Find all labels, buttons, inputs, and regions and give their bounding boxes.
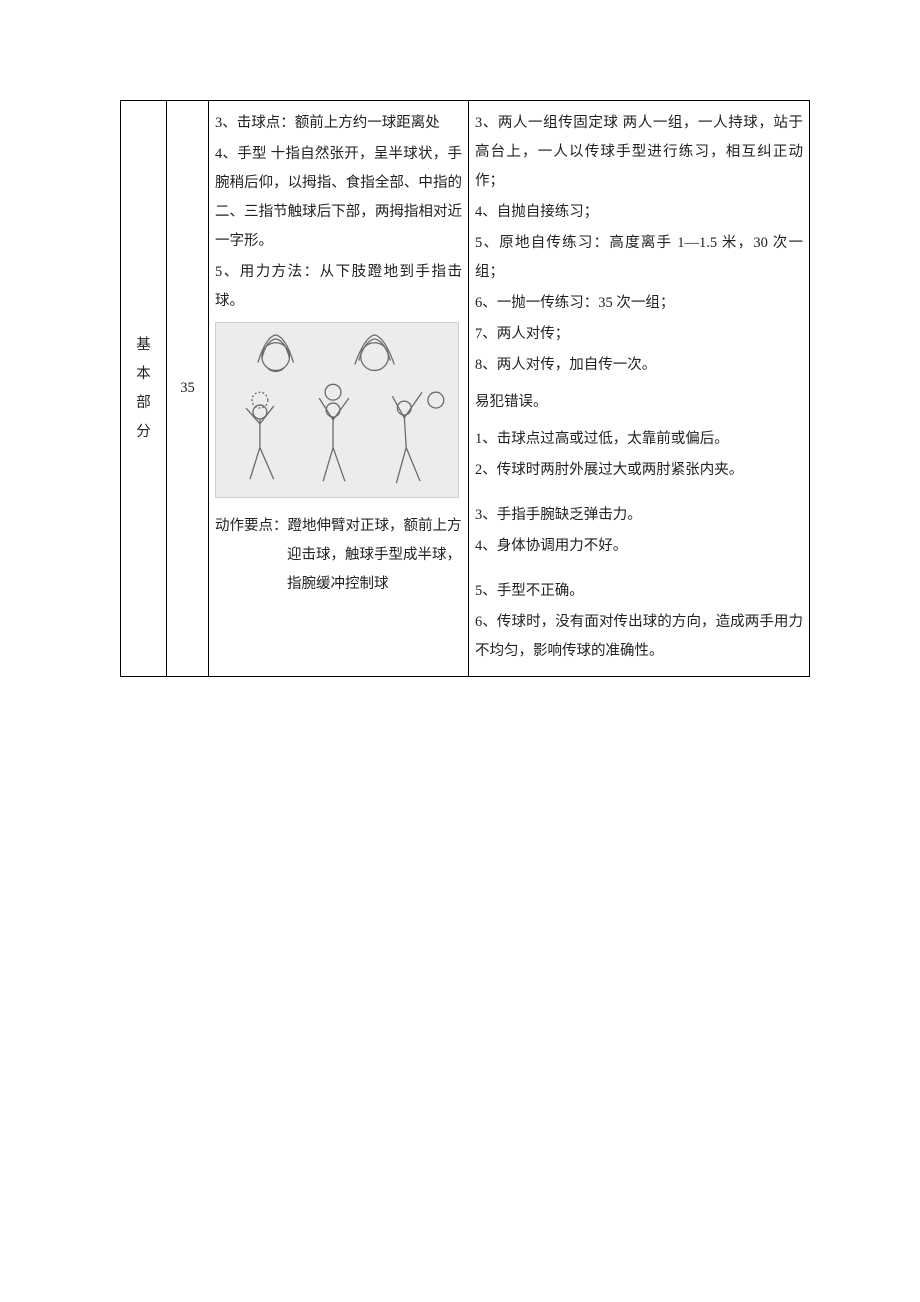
- lesson-table: 基 本 部 分 35 3、击球点：额前上方约一球距离处 4、手型 十指自然张开，…: [120, 100, 810, 677]
- key-point-label: 动作要点：: [215, 518, 288, 534]
- time-value: 35: [180, 380, 195, 396]
- player-figure: [246, 392, 274, 479]
- content-points: 3、击球点：额前上方约一球距离处 4、手型 十指自然张开，呈半球状，手腕稍后仰，…: [215, 109, 462, 316]
- section-label: 基 本 部 分: [127, 331, 160, 447]
- player-figure: [319, 384, 349, 481]
- label-char: 本: [127, 360, 160, 389]
- content-cell: 3、击球点：额前上方约一球距离处 4、手型 十指自然张开，呈半球状，手腕稍后仰，…: [209, 101, 469, 677]
- spacer: [475, 487, 803, 501]
- label-char: 部: [127, 389, 160, 418]
- error-item: 5、手型不正确。: [475, 577, 803, 606]
- section-label-cell: 基 本 部 分: [121, 101, 167, 677]
- error-item: 1、击球点过高或过低，太靠前或偏后。: [475, 425, 803, 454]
- table-row: 基 本 部 分 35 3、击球点：额前上方约一球距离处 4、手型 十指自然张开，…: [121, 101, 810, 677]
- errors-heading: 易犯错误。: [475, 388, 803, 417]
- practice-item: 7、两人对传；: [475, 320, 803, 349]
- practice-item: 4、自抛自接练习；: [475, 198, 803, 227]
- key-point: 动作要点：蹬地伸臂对正球，额前上方迎击球，触球手型成半球，指腕缓冲控制球: [215, 512, 462, 599]
- document-page: 基 本 部 分 35 3、击球点：额前上方约一球距离处 4、手型 十指自然张开，…: [0, 0, 920, 677]
- technique-illustration: [215, 322, 459, 498]
- content-point: 3、击球点：额前上方约一球距离处: [215, 109, 462, 138]
- volleyball-pass-figure-icon: [216, 323, 458, 497]
- notes-cell: 3、两人一组传固定球 两人一组，一人持球，站于高台上，一人以传球手型进行练习，相…: [469, 101, 810, 677]
- practice-item: 3、两人一组传固定球 两人一组，一人持球，站于高台上，一人以传球手型进行练习，相…: [475, 109, 803, 196]
- time-cell: 35: [167, 101, 209, 677]
- practice-item: 5、原地自传练习：高度离手 1—1.5 米，30 次一组；: [475, 229, 803, 287]
- content-point: 5、用力方法：从下肢蹬地到手指击球。: [215, 258, 462, 316]
- error-item: 6、传球时，没有面对传出球的方向，造成两手用力不均匀，影响传球的准确性。: [475, 608, 803, 666]
- error-item: 4、身体协调用力不好。: [475, 532, 803, 561]
- practice-item: 8、两人对传，加自传一次。: [475, 351, 803, 380]
- player-figure: [392, 392, 422, 483]
- key-point-text: 蹬地伸臂对正球，额前上方迎击球，触球手型成半球，指腕缓冲控制球: [287, 518, 462, 592]
- spacer: [475, 563, 803, 577]
- error-item: 3、手指手腕缺乏弹击力。: [475, 501, 803, 530]
- error-item: 2、传球时两肘外展过大或两肘紧张内夹。: [475, 456, 803, 485]
- content-point: 4、手型 十指自然张开，呈半球状，手腕稍后仰，以拇指、食指全部、中指的二、三指节…: [215, 140, 462, 256]
- practice-item: 6、一抛一传练习：35 次一组；: [475, 289, 803, 318]
- label-char: 基: [127, 331, 160, 360]
- label-char: 分: [127, 418, 160, 447]
- practice-list: 3、两人一组传固定球 两人一组，一人持球，站于高台上，一人以传球手型进行练习，相…: [475, 109, 803, 380]
- errors-list: 1、击球点过高或过低，太靠前或偏后。 2、传球时两肘外展过大或两肘紧张内夹。 3…: [475, 425, 803, 666]
